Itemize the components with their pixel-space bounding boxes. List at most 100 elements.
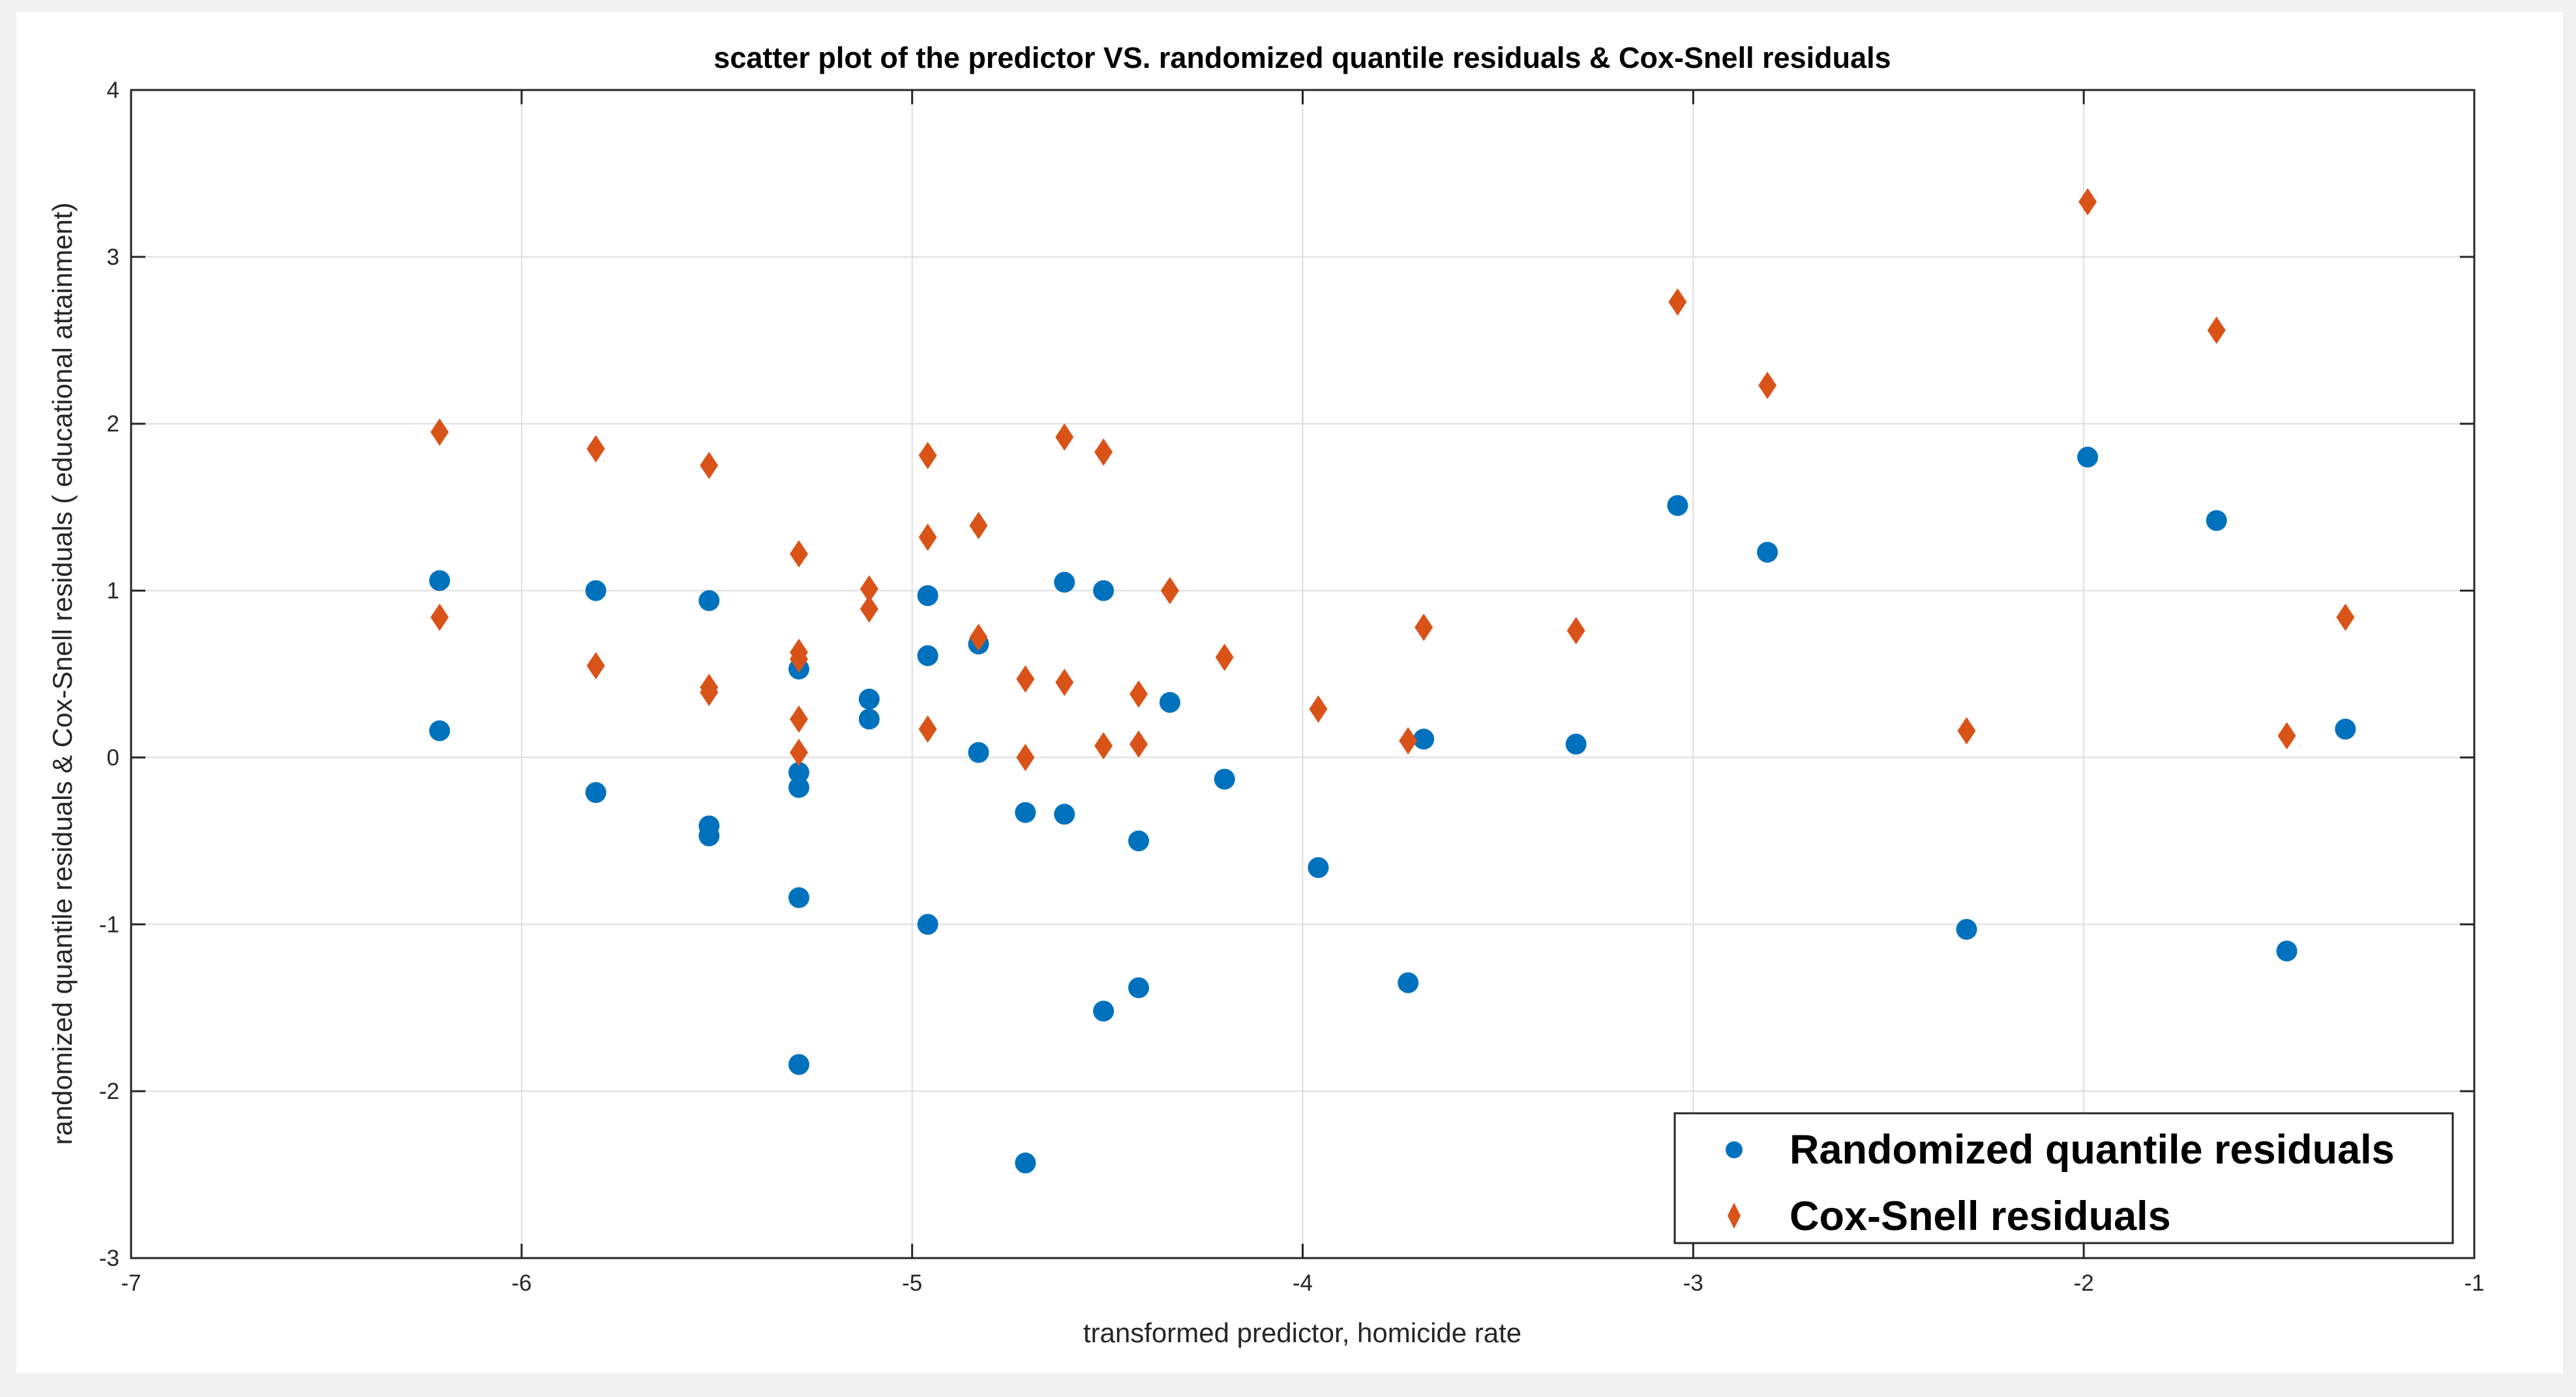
cox-snell-point bbox=[969, 623, 988, 652]
cox-snell-point bbox=[2207, 316, 2226, 344]
randomized-quantile-point bbox=[2077, 446, 2099, 468]
y-axis-label: randomized quantile residuals & Cox-Snel… bbox=[47, 202, 78, 1145]
y-tick-label: -2 bbox=[99, 1079, 119, 1104]
grid bbox=[130, 89, 2475, 1259]
randomized-quantile-point bbox=[1054, 804, 1075, 825]
x-tick-label: -1 bbox=[2464, 1270, 2484, 1296]
randomized-quantile-point bbox=[1308, 857, 1329, 879]
randomized-quantile-point bbox=[2276, 940, 2298, 962]
randomized-quantile-point bbox=[2335, 718, 2356, 740]
cox-snell-point bbox=[2277, 722, 2296, 750]
randomized-quantile-point bbox=[858, 708, 880, 730]
legend-marker-coxsnell bbox=[1728, 1203, 1741, 1229]
randomized-quantile-point bbox=[1093, 580, 1115, 601]
cox-snell-point bbox=[1094, 438, 1113, 466]
cox-snell-point bbox=[2336, 603, 2355, 631]
y-tick-label: 0 bbox=[107, 745, 119, 770]
cox-snell-point bbox=[918, 442, 937, 470]
randomized-quantile-point bbox=[1398, 972, 1419, 993]
cox-snell-point bbox=[1129, 680, 1148, 708]
randomized-quantile-point bbox=[917, 585, 938, 607]
cox-snell-point bbox=[1309, 695, 1328, 723]
randomized-quantile-point bbox=[698, 825, 720, 847]
cox-snell-point bbox=[1055, 423, 1074, 451]
randomized-quantile-point bbox=[917, 645, 938, 667]
y-tick-label: 1 bbox=[107, 578, 119, 604]
cox-snell-point bbox=[1566, 616, 1585, 644]
x-tick-label: -2 bbox=[2074, 1270, 2094, 1296]
randomized-quantile-point bbox=[1214, 768, 1235, 790]
cox-snell-point bbox=[860, 575, 878, 603]
y-tick-label: -3 bbox=[99, 1246, 119, 1271]
randomized-quantile-point bbox=[585, 580, 607, 601]
cox-snell-point bbox=[430, 603, 449, 631]
scatter-chart: -7 -6 -5 -4 -3 -2 -1 -3 -2 -1 0 1 2 3 4 scatter plot o… bbox=[47, 41, 2485, 1348]
cox-snell-point bbox=[1016, 665, 1035, 693]
x-tick-label: -3 bbox=[1683, 1270, 1703, 1296]
randomized-quantile-point bbox=[788, 1054, 810, 1075]
randomized-quantile-point bbox=[788, 887, 810, 909]
randomized-quantile-point bbox=[2206, 510, 2227, 532]
cox-snell-point bbox=[586, 652, 605, 680]
randomized-quantile-point bbox=[1015, 802, 1036, 823]
legend: Randomized quantile residuals Cox-Snell … bbox=[1673, 1112, 2454, 1244]
randomized-quantile-point bbox=[429, 570, 451, 592]
cox-snell-point bbox=[790, 645, 809, 673]
cox-snell-point bbox=[700, 451, 719, 479]
y-tick-label: 2 bbox=[107, 412, 119, 437]
cox-snell-point bbox=[1094, 732, 1113, 760]
y-tick-label: 3 bbox=[107, 245, 119, 270]
cox-snell-point bbox=[1129, 730, 1148, 758]
cox-snell-point bbox=[1399, 727, 1418, 755]
randomized-quantile-point bbox=[698, 590, 720, 611]
randomized-quantile-point bbox=[858, 688, 880, 710]
cox-snell-point bbox=[1758, 371, 1777, 399]
randomized-quantile-point bbox=[1093, 1000, 1115, 1022]
x-tick-label: -7 bbox=[121, 1270, 141, 1296]
data-points bbox=[429, 188, 2356, 1174]
cox-snell-point bbox=[1160, 577, 1179, 605]
randomized-quantile-point bbox=[1054, 571, 1075, 593]
y-tick-label: -1 bbox=[99, 912, 119, 937]
cox-snell-point bbox=[918, 523, 937, 551]
x-axis-label: transformed predictor, homicide rate bbox=[1083, 1317, 1521, 1348]
x-tick-label: -4 bbox=[1293, 1270, 1313, 1296]
cox-snell-point bbox=[790, 705, 809, 733]
cox-snell-point bbox=[2078, 188, 2097, 216]
cox-snell-point bbox=[1215, 643, 1234, 671]
cox-snell-point bbox=[1055, 668, 1074, 697]
cox-snell-point bbox=[700, 678, 719, 706]
randomized-quantile-point bbox=[1667, 495, 1688, 517]
cox-snell-point bbox=[1016, 744, 1035, 772]
cox-snell-point bbox=[1668, 288, 1687, 316]
x-tick-label: -5 bbox=[902, 1270, 922, 1296]
cox-snell-point bbox=[586, 435, 605, 463]
randomized-quantile-point bbox=[1757, 541, 1778, 563]
randomized-quantile-point bbox=[917, 914, 938, 935]
randomized-quantile-point bbox=[968, 742, 989, 763]
legend-label-randomized: Randomized quantile residuals bbox=[1790, 1127, 2395, 1173]
figure-panel: -7 -6 -5 -4 -3 -2 -1 -3 -2 -1 0 1 2 3 4 scatter plot o… bbox=[16, 12, 2563, 1374]
randomized-quantile-point bbox=[585, 782, 607, 804]
x-tick-label: -6 bbox=[511, 1270, 532, 1296]
randomized-quantile-point bbox=[429, 720, 451, 742]
randomized-quantile-point bbox=[1015, 1152, 1036, 1174]
randomized-quantile-point bbox=[1128, 977, 1149, 999]
legend-box bbox=[1673, 1112, 2454, 1244]
legend-marker-randomized bbox=[1726, 1141, 1743, 1158]
chart-title: scatter plot of the predictor VS. random… bbox=[713, 41, 1891, 74]
randomized-quantile-point bbox=[788, 777, 810, 798]
cox-snell-point bbox=[1415, 613, 1433, 641]
randomized-quantile-point bbox=[1565, 733, 1587, 755]
cox-snell-point bbox=[1957, 717, 1976, 745]
cox-snell-point bbox=[918, 715, 937, 743]
randomized-quantile-point bbox=[788, 762, 810, 783]
legend-label-coxsnell: Cox-Snell residuals bbox=[1790, 1194, 2171, 1239]
y-tick-label: 4 bbox=[107, 78, 119, 103]
cox-snell-point bbox=[430, 418, 449, 446]
cox-snell-point bbox=[969, 511, 988, 539]
cox-snell-point bbox=[860, 595, 878, 623]
randomized-quantile-point bbox=[1159, 691, 1180, 713]
randomized-quantile-point bbox=[1128, 830, 1149, 852]
randomized-quantile-point bbox=[1956, 918, 1977, 940]
